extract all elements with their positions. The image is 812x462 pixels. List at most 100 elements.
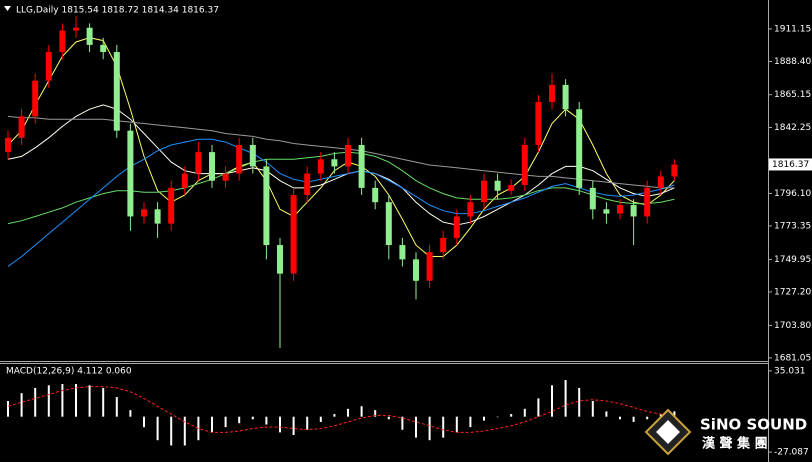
y-tick-label: 1888.40 (774, 57, 811, 67)
candle-body (18, 116, 25, 138)
candle-body (644, 187, 651, 217)
y-tick-label: 1911.15 (774, 24, 811, 34)
macd-bar (455, 416, 458, 433)
candle-body (277, 245, 283, 274)
macd-bar (619, 416, 621, 420)
macd-bar (523, 408, 526, 417)
macd-bar (510, 414, 513, 417)
candle-body (73, 27, 79, 31)
logo: SiNO SOUND 漢 聲 集 團 (644, 408, 807, 456)
candle-body (222, 173, 229, 181)
macd-bar (102, 387, 105, 417)
y-tick-label: 1703.80 (774, 321, 811, 331)
macd-bar (605, 411, 608, 417)
y-tick-label: -27.087 (774, 448, 809, 458)
macd-bar (442, 416, 445, 438)
logo-subtitle: 漢 聲 集 團 (702, 436, 768, 452)
y-tick-label: 1681.05 (774, 353, 811, 363)
macd-bar (156, 416, 159, 441)
candle-body (345, 144, 351, 167)
macd-bar (659, 414, 662, 417)
candle-body (290, 195, 297, 274)
macd-bar (578, 387, 581, 417)
macd-bar (496, 416, 499, 418)
candle-body (304, 173, 311, 196)
candle-body (521, 144, 528, 186)
price-label-box (769, 158, 812, 171)
moving-average (7, 151, 675, 225)
candle-body (385, 202, 392, 246)
candle-body (45, 52, 52, 81)
candle-body (86, 27, 93, 45)
macd-bar (292, 416, 295, 435)
candle-body (426, 252, 433, 281)
candle-body (127, 130, 134, 217)
candle-body (32, 80, 39, 117)
candle-body (113, 52, 120, 131)
macd-bar (632, 416, 635, 422)
macd-bar (265, 416, 268, 425)
macd-bar (183, 416, 186, 446)
macd-bar (551, 385, 553, 417)
candle-body (5, 137, 11, 153)
macd-bar (115, 397, 118, 417)
macd-bar (347, 408, 349, 417)
candle-body (59, 30, 66, 53)
candle-body (589, 187, 596, 210)
candle-body (317, 159, 324, 174)
macd-bar (170, 416, 173, 446)
macd-bar (401, 416, 404, 430)
macd-bar (61, 384, 64, 417)
macd-bar (428, 416, 431, 441)
candle-body (331, 159, 338, 167)
macd-bar (88, 385, 91, 417)
macd-bar (7, 400, 9, 417)
candle-body (603, 209, 610, 214)
candle-body (630, 205, 637, 217)
macd-bar (251, 416, 254, 420)
candle-body (358, 144, 365, 188)
y-tick-label: 1727.20 (774, 287, 811, 297)
macd-bar (143, 416, 145, 428)
candle-body (181, 173, 188, 188)
candle-body (549, 84, 555, 103)
candle-body (671, 164, 678, 177)
macd-bar (224, 416, 227, 428)
candle-body (440, 237, 447, 253)
candle-body (263, 166, 270, 246)
macd-bar (319, 416, 322, 422)
macd-bar (279, 416, 281, 433)
candle-body (168, 187, 175, 224)
macd-bar (374, 410, 377, 417)
candle-body (100, 44, 107, 53)
macd-bar (238, 416, 241, 424)
current-price: 1816.37 (772, 160, 809, 170)
logo-icon (656, 420, 680, 444)
macd-bar (591, 400, 594, 417)
macd-bar (360, 406, 363, 417)
macd-bar (537, 398, 540, 417)
y-tick-label: 1865.15 (774, 90, 811, 100)
candle-body (453, 216, 460, 238)
macd-title: MACD(12,26,9) 4.112 0.060 (6, 367, 132, 377)
macd-bar (483, 416, 485, 421)
y-tick-label: 1796.10 (774, 189, 811, 199)
candle-body (195, 152, 202, 174)
candle-body (562, 84, 569, 110)
candle-body (141, 209, 147, 217)
y-tick-label: 1749.95 (774, 255, 811, 265)
macd-bar (646, 416, 649, 420)
candle-body (508, 185, 515, 191)
candle-body (481, 180, 487, 203)
macd-bar (387, 416, 390, 420)
candle-body (236, 144, 243, 174)
candle-body (494, 180, 501, 191)
candle-body (209, 152, 215, 181)
logo-name: SiNO SOUND (700, 416, 807, 434)
menu-icon (4, 6, 11, 11)
candle-body (154, 209, 161, 224)
chart-title: LLG,Daily 1815.54 1818.72 1814.34 1816.3… (16, 6, 219, 16)
candle-body (372, 187, 379, 203)
